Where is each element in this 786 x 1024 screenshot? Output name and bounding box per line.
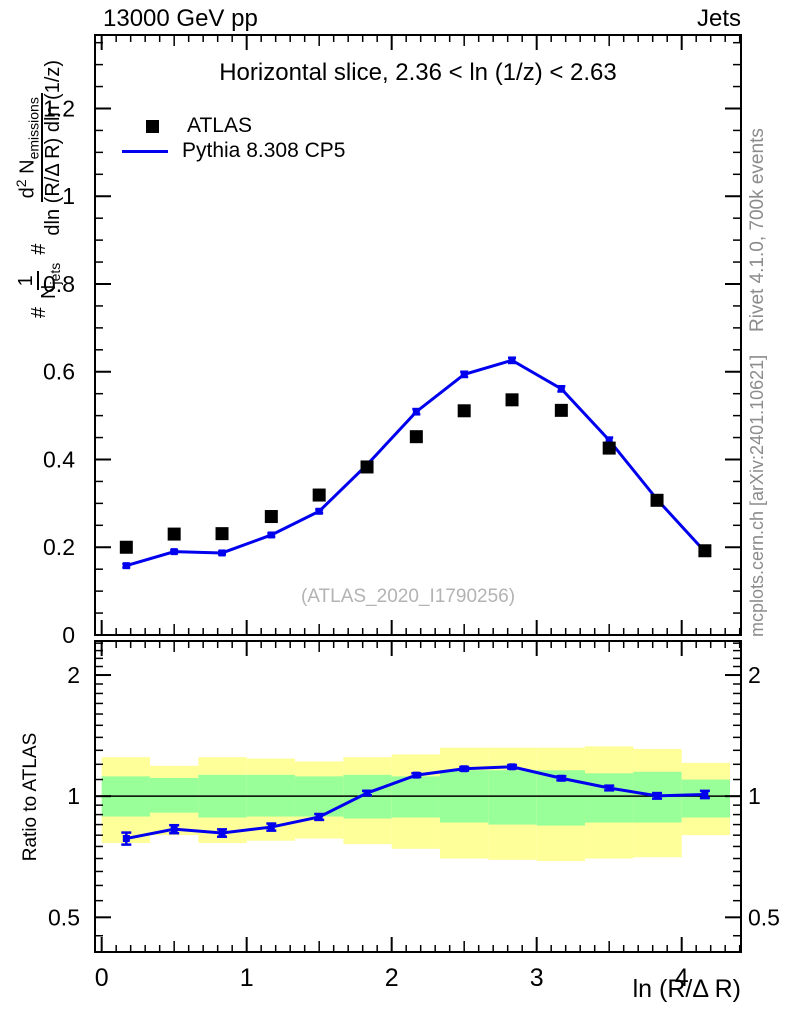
atlas-point: [505, 393, 519, 407]
ratio-y-tick-label: 2: [748, 662, 761, 688]
ratio-band-green: [488, 770, 537, 825]
mcplots-source-note: mcplots.cern.ch [arXiv:2401.10621]: [747, 354, 767, 637]
main-y-tick-label: 1.2: [43, 95, 75, 121]
atlas-point: [215, 527, 229, 541]
ratio-point: [122, 834, 130, 842]
atlas-point: [698, 544, 712, 558]
main-y-tick-label: 0.2: [43, 534, 75, 560]
atlas-point: [554, 403, 568, 417]
ratio-point: [653, 792, 661, 800]
x-tick-label: 0: [95, 964, 109, 992]
x-axis-label: ln (R/Δ R): [632, 975, 741, 1003]
fraction-one-over-njets: 1 Njets: [14, 262, 63, 299]
ratio-axis-label: Ratio to ATLAS: [20, 732, 41, 862]
main-y-tick-label: 0.6: [43, 359, 75, 385]
pythia-point: [122, 562, 130, 570]
hash-symbol: #: [27, 243, 50, 255]
pythia-point: [460, 370, 468, 378]
main-y-tick-label: 0.8: [43, 271, 75, 297]
ratio-y-tick-label: 1: [748, 783, 761, 809]
ratio-point: [218, 829, 226, 837]
pythia-point: [508, 356, 516, 364]
ratio-y-tick-label: 2: [67, 662, 80, 688]
ratio-point: [508, 763, 516, 771]
x-tick-label: 1: [240, 964, 254, 992]
legend-item-pythia: Pythia 8.308 CP5: [122, 139, 346, 162]
pythia-point: [412, 408, 420, 416]
legend-label-atlas: ATLAS: [187, 114, 252, 137]
x-tick-label: 3: [530, 964, 544, 992]
main-y-tick-label: 1: [62, 183, 75, 209]
pythia-point: [170, 548, 178, 556]
beam-energy-label: 13000 GeV pp: [103, 5, 258, 32]
fraction-d2n-emissions: d2 Nemissions dln (R/Δ R) dln (1/z): [12, 59, 65, 236]
pythia-line-marker-icon: [122, 149, 168, 153]
process-label: Jets: [696, 5, 741, 32]
atlas-point: [602, 441, 616, 455]
atlas-point: [264, 510, 278, 524]
atlas-point: [119, 540, 133, 554]
x-tick-label: 4: [675, 964, 689, 992]
atlas-square-marker-icon: [146, 119, 159, 133]
ratio-point: [363, 789, 371, 797]
atlas-point: [457, 404, 471, 418]
atlas-point: [409, 430, 423, 444]
x-tick-label: 2: [385, 964, 399, 992]
atlas-point: [312, 488, 326, 502]
ratio-point: [701, 790, 709, 798]
ratio-point: [412, 771, 420, 779]
ratio-point: [170, 825, 178, 833]
hash-symbol: #: [27, 306, 50, 319]
pythia-point: [557, 385, 565, 393]
pythia-point: [218, 549, 226, 557]
ratio-band-green: [584, 773, 634, 823]
atlas-point: [650, 493, 664, 507]
plot-title: Horizontal slice, 2.36 < ln (1/z) < 2.63: [219, 59, 617, 86]
pythia-line: [125, 358, 706, 568]
legend-item-atlas: ATLAS: [130, 114, 252, 137]
pythia-point: [315, 507, 323, 515]
atlas-point: [360, 460, 374, 474]
analysis-watermark: (ATLAS_2020_I1790256): [300, 586, 516, 607]
ratio-point: [460, 765, 468, 773]
ratio-point: [557, 774, 565, 782]
ratio-band-green: [391, 776, 440, 818]
main-y-axis-label: # 1 Njets # d2 Nemissions dln (R/Δ R) dl…: [8, 38, 70, 338]
ratio-point: [315, 813, 323, 821]
ratio-y-tick-label: 0.5: [748, 904, 780, 930]
atlas-point: [167, 527, 181, 541]
pythia-point: [605, 436, 613, 444]
legend-label-pythia: Pythia 8.308 CP5: [182, 139, 346, 162]
ratio-point: [605, 784, 613, 792]
rivet-version-note: Rivet 4.1.0, 700k events: [747, 128, 768, 332]
main-y-tick-label: 0.4: [43, 446, 75, 472]
pythia-point: [267, 531, 275, 539]
ratio-y-tick-label: 1: [67, 783, 80, 809]
main-y-tick-label: 0: [62, 622, 75, 648]
ratio-y-tick-label: 0.5: [48, 904, 80, 930]
main-panel-frame: [94, 34, 742, 636]
ratio-band-green: [149, 777, 199, 813]
ratio-point: [267, 823, 275, 831]
